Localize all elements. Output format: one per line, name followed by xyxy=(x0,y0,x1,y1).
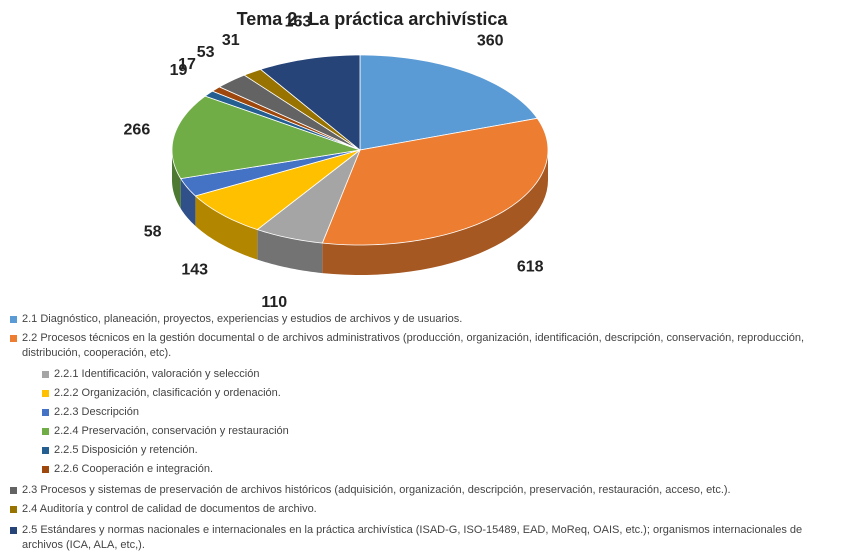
data-label: 266 xyxy=(124,122,151,139)
pie-slice xyxy=(171,95,361,180)
legend-item: 2.2.3 Descripción xyxy=(42,405,840,420)
pie-side xyxy=(195,195,258,260)
legend-item: 2.2.4 Preservación, conservación y resta… xyxy=(42,424,840,439)
pie-sides xyxy=(172,150,548,275)
legend-label: 2.2.1 Identificación, valoración y selec… xyxy=(54,368,260,380)
pie-slice xyxy=(180,149,361,197)
legend-swatch xyxy=(10,527,17,534)
legend-swatch xyxy=(42,428,49,435)
legend-swatch xyxy=(10,316,17,323)
legend-item: 2.2.1 Identificación, valoración y selec… xyxy=(42,367,840,382)
legend-swatch xyxy=(42,371,49,378)
pie-slice xyxy=(359,54,538,151)
pie-slice xyxy=(194,149,361,231)
legend-label: 2.5 Estándares y normas nacionales e int… xyxy=(22,524,803,551)
legend-label: 2.2.4 Preservación, conservación y resta… xyxy=(54,425,289,437)
legend-item: 2.2.5 Disposición y retención. xyxy=(42,443,840,458)
pie-side xyxy=(257,229,323,274)
pie-slice xyxy=(259,54,361,151)
data-label: 58 xyxy=(144,224,162,241)
data-label: 360 xyxy=(477,33,504,50)
legend-item: 2.5 Estándares y normas nacionales e int… xyxy=(10,523,840,553)
pie-slice xyxy=(256,148,361,244)
legend-swatch xyxy=(42,390,49,397)
legend-item: 2.2 Procesos técnicos en la gestión docu… xyxy=(10,331,840,361)
legend-item: 2.1 Diagnóstico, planeación, proyectos, … xyxy=(10,312,840,327)
legend: 2.1 Diagnóstico, planeación, proyectos, … xyxy=(10,312,840,557)
legend-swatch xyxy=(42,466,49,473)
legend-swatch xyxy=(10,487,17,494)
pie-slice xyxy=(218,74,361,151)
data-label: 19 xyxy=(170,62,188,79)
legend-label: 2.3 Procesos y sistemas de preservación … xyxy=(22,484,731,496)
legend-label: 2.2.5 Disposición y retención. xyxy=(54,444,198,456)
legend-swatch xyxy=(10,506,17,513)
pie-slice xyxy=(243,68,361,151)
legend-item: 2.2.2 Organización, clasificación y orde… xyxy=(42,386,840,401)
legend-label: 2.2 Procesos técnicos en la gestión docu… xyxy=(22,332,805,359)
data-label: 110 xyxy=(261,294,287,310)
legend-label: 2.2.6 Cooperación e integración. xyxy=(54,463,213,475)
legend-label: 2.2.3 Descripción xyxy=(54,406,139,418)
data-label: 618 xyxy=(517,259,544,276)
legend-swatch xyxy=(42,409,49,416)
pie-side xyxy=(180,178,196,226)
data-label: 17 xyxy=(178,56,196,73)
legend-swatch xyxy=(42,447,49,454)
legend-item: 2.3 Procesos y sistemas de preservación … xyxy=(10,483,840,498)
legend-item: 2.4 Auditoría y control de calidad de do… xyxy=(10,502,840,517)
data-label: 163 xyxy=(285,13,312,30)
data-label: 31 xyxy=(222,32,240,49)
chart: Tema 2: La práctica archivística 360 618 1… xyxy=(124,9,549,310)
pie-side xyxy=(322,150,548,275)
legend-label: 2.4 Auditoría y control de calidad de do… xyxy=(22,503,317,515)
data-label: 53 xyxy=(197,44,215,61)
legend-swatch xyxy=(10,335,17,342)
pie-tops xyxy=(171,54,549,246)
chart-title: Tema 2: La práctica archivística xyxy=(237,9,509,29)
data-label: 143 xyxy=(181,262,208,279)
legend-item: 2.2.6 Cooperación e integración. xyxy=(42,462,840,477)
pie-slice xyxy=(321,117,549,246)
legend-label: 2.2.2 Organización, clasificación y orde… xyxy=(54,387,281,399)
legend-label: 2.1 Diagnóstico, planeación, proyectos, … xyxy=(22,313,463,325)
